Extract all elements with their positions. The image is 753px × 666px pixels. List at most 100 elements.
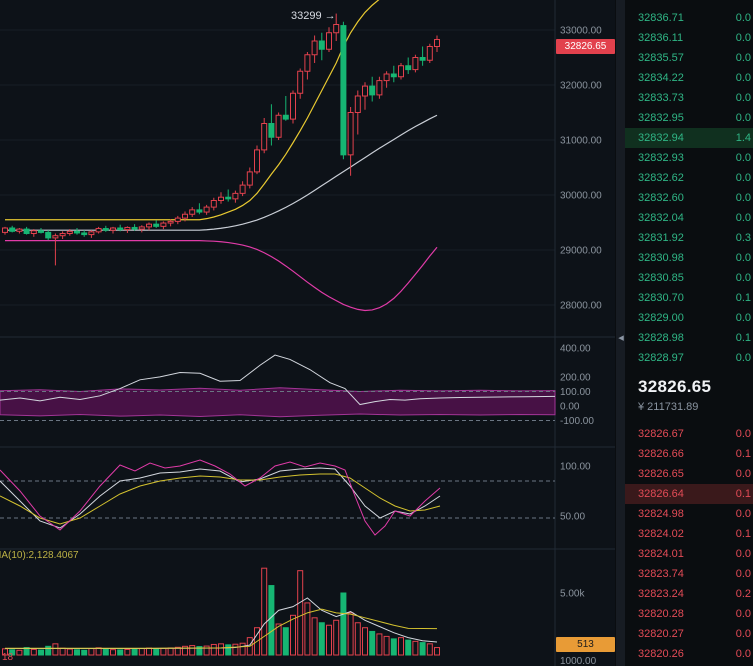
last-price: 32826.65	[638, 377, 712, 396]
ask-price: 32829.00	[638, 312, 684, 324]
panel-divider: ◂	[615, 0, 625, 666]
axis-label: -100.00	[560, 416, 594, 427]
axis-label: 0.00	[560, 402, 580, 413]
bid-row[interactable]: 32826.67 0.0	[625, 424, 753, 444]
ask-row[interactable]: 32832.62 0.0	[625, 168, 753, 188]
ask-row[interactable]: 32833.73 0.0	[625, 88, 753, 108]
ask-price: 32830.98	[638, 252, 684, 264]
axis-label: 50.00	[560, 512, 585, 523]
bid-price: 32826.67	[638, 428, 684, 440]
bid-amount: 0.0	[735, 608, 751, 620]
ask-row[interactable]: 32836.11 0.0	[625, 28, 753, 48]
axis-label: 100.00	[560, 462, 591, 473]
order-book: 32836.71 0.0 32836.11 0.0 32835.57 0.0 32834.2…	[625, 0, 753, 666]
bid-amount: 0.1	[735, 488, 751, 500]
bid-price: 32823.24	[638, 588, 684, 600]
ask-row[interactable]: 32835.57 0.0	[625, 48, 753, 68]
ask-amount: 0.0	[735, 252, 751, 264]
ask-amount: 0.0	[735, 312, 751, 324]
ask-row[interactable]: 32832.04 0.0	[625, 208, 753, 228]
ask-price: 32830.85	[638, 272, 684, 284]
ask-row[interactable]: 32830.98 0.0	[625, 248, 753, 268]
ask-row[interactable]: 32828.97 0.0	[625, 348, 753, 368]
bid-amount: 0.0	[735, 568, 751, 580]
bid-row[interactable]: 32826.64 0.1	[625, 484, 753, 504]
bid-row[interactable]: 32823.24 0.2	[625, 584, 753, 604]
bids-list: 32826.67 0.0 32826.66 0.1 32826.65 0.0 32826.6…	[625, 424, 753, 664]
axis-label: 100.00	[560, 387, 591, 398]
axis-label: 32000.00	[560, 81, 602, 92]
ask-amount: 0.0	[735, 92, 751, 104]
bid-row[interactable]: 32820.28 0.0	[625, 604, 753, 624]
bid-row[interactable]: 32820.26 0.0	[625, 644, 753, 664]
price-chart-canvas[interactable]: 33000.00 32000.00 31000.00 30000.00 29000.00…	[0, 0, 615, 666]
bid-price: 32820.28	[638, 608, 684, 620]
ask-amount: 0.0	[735, 192, 751, 204]
bid-price: 32824.02	[638, 528, 684, 540]
ask-row[interactable]: 32832.60 0.0	[625, 188, 753, 208]
last-price-cny: ¥ 211731.89	[638, 401, 699, 413]
bid-row[interactable]: 32824.02 0.1	[625, 524, 753, 544]
ask-price: 32832.95	[638, 112, 684, 124]
ask-row[interactable]: 32830.70 0.1	[625, 288, 753, 308]
bid-row[interactable]: 32823.74 0.0	[625, 564, 753, 584]
bid-row[interactable]: 32826.65 0.0	[625, 464, 753, 484]
bid-price: 32824.98	[638, 508, 684, 520]
bid-price: 32820.26	[638, 648, 684, 660]
ask-row[interactable]: 32831.92 0.3	[625, 228, 753, 248]
ask-row[interactable]: 32832.93 0.0	[625, 148, 753, 168]
ask-price: 32832.62	[638, 172, 684, 184]
ask-price: 32836.71	[638, 12, 684, 24]
bid-amount: 0.1	[735, 448, 751, 460]
current-volume-axis-badge: 513	[556, 637, 615, 652]
ask-price: 32832.94	[638, 132, 684, 144]
ask-amount: 0.3	[735, 232, 751, 244]
bid-amount: 0.1	[735, 528, 751, 540]
ask-amount: 1.4	[735, 132, 751, 144]
bid-row[interactable]: 32820.27 0.0	[625, 624, 753, 644]
ask-row[interactable]: 32834.22 0.0	[625, 68, 753, 88]
ask-row[interactable]: 32832.95 0.0	[625, 108, 753, 128]
ask-price: 32832.04	[638, 212, 684, 224]
ask-price: 32830.70	[638, 292, 684, 304]
ask-amount: 0.0	[735, 172, 751, 184]
bottom-axis-label: 1000.00	[560, 656, 597, 666]
ask-price: 32832.93	[638, 152, 684, 164]
bid-amount: 0.0	[735, 548, 751, 560]
volume-ma-label: MA(10):2,128.4067	[0, 550, 79, 561]
ask-price: 32828.97	[638, 352, 684, 364]
partial-left-label: 18	[2, 652, 14, 663]
ask-price: 32828.98	[638, 332, 684, 344]
collapse-panel-arrow-icon[interactable]: ◂	[618, 332, 624, 344]
asks-list: 32836.71 0.0 32836.11 0.0 32835.57 0.0 32834.2…	[625, 8, 753, 368]
ask-row[interactable]: 32828.98 0.1	[625, 328, 753, 348]
bid-row[interactable]: 32826.66 0.1	[625, 444, 753, 464]
bid-row[interactable]: 32824.01 0.0	[625, 544, 753, 564]
bid-amount: 0.0	[735, 468, 751, 480]
ask-price: 32835.57	[638, 52, 684, 64]
bid-amount: 0.0	[735, 648, 751, 660]
axis-label: 31000.00	[560, 136, 602, 147]
bid-price: 32826.65	[638, 468, 684, 480]
bid-row[interactable]: 32824.98 0.0	[625, 504, 753, 524]
ask-amount: 0.0	[735, 72, 751, 84]
last-price-block: 32826.65 ¥ 211731.89	[625, 368, 753, 424]
ask-price: 32836.11	[638, 32, 684, 44]
axis-label: 33000.00	[560, 26, 602, 37]
axis-label: 200.00	[560, 372, 591, 383]
ask-amount: 0.0	[735, 12, 751, 24]
axis-label: 29000.00	[560, 246, 602, 257]
ask-amount: 0.1	[735, 292, 751, 304]
ask-row[interactable]: 32836.71 0.0	[625, 8, 753, 28]
ask-amount: 0.0	[735, 112, 751, 124]
ask-row[interactable]: 32829.00 0.0	[625, 308, 753, 328]
ask-row[interactable]: 32830.85 0.0	[625, 268, 753, 288]
ask-amount: 0.0	[735, 32, 751, 44]
bid-price: 32824.01	[638, 548, 684, 560]
chart-section: 33000.00 32000.00 31000.00 30000.00 29000.00…	[0, 0, 615, 666]
ask-amount: 0.0	[735, 272, 751, 284]
axis-label: 30000.00	[560, 191, 602, 202]
bid-amount: 0.0	[735, 428, 751, 440]
ask-row[interactable]: 32832.94 1.4	[625, 128, 753, 148]
ask-price: 32831.92	[638, 232, 684, 244]
